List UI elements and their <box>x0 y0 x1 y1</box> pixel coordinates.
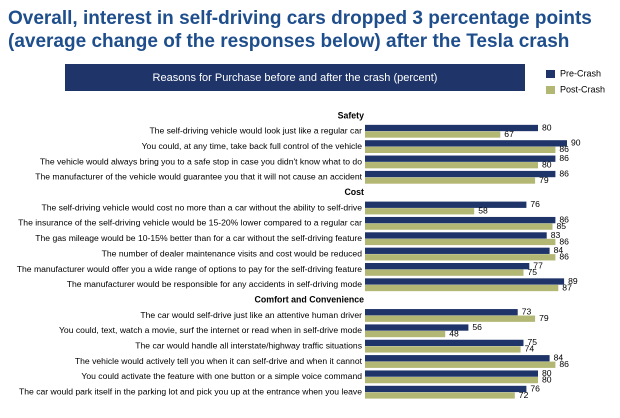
bar <box>365 124 538 132</box>
bar <box>365 131 501 138</box>
bar <box>365 346 521 353</box>
value-label: 72 <box>519 390 529 400</box>
bar <box>365 284 559 292</box>
category-label: The number of dealer maintenance visits … <box>102 248 363 258</box>
value-label: 80 <box>542 368 552 378</box>
value-label: 75 <box>528 267 538 277</box>
value-label: 76 <box>530 383 540 393</box>
legend-swatch <box>546 86 555 94</box>
value-label: 86 <box>559 214 569 224</box>
bar <box>365 324 469 331</box>
value-label: 89 <box>568 276 578 286</box>
bar <box>365 170 556 178</box>
legend-swatch <box>546 70 555 78</box>
value-label: 86 <box>559 168 569 178</box>
bar <box>365 355 550 362</box>
bar <box>365 177 536 184</box>
bar <box>365 361 556 368</box>
bar <box>365 146 556 153</box>
category-label: The insurance of the self-driving vehicl… <box>18 218 362 228</box>
category-label: The self-driving vehicle would cost no m… <box>41 202 362 212</box>
bar <box>365 315 536 322</box>
value-label: 86 <box>559 236 569 246</box>
category-label: You could activate the feature with one … <box>81 371 362 381</box>
value-label: 86 <box>559 252 569 262</box>
bar <box>365 263 530 270</box>
section-label: Comfort and Convenience <box>255 295 365 305</box>
bar <box>365 162 538 169</box>
value-label: 75 <box>528 337 538 347</box>
value-label: 86 <box>559 153 569 163</box>
category-label: The manufacturer would be responsible fo… <box>67 279 362 289</box>
bar <box>365 330 446 338</box>
section-label: Cost <box>344 187 364 197</box>
category-label: The car would park itself in the parking… <box>19 387 362 397</box>
value-label: 83 <box>551 230 561 240</box>
category-label: The car would handle all interstate/high… <box>135 341 362 351</box>
header-text: Reasons for Purchase before and after th… <box>153 72 438 84</box>
value-label: 76 <box>530 199 540 209</box>
value-label: 77 <box>533 260 543 270</box>
bar <box>365 201 527 208</box>
value-label: 73 <box>522 307 532 317</box>
category-label: The manufacturer of the vehicle would gu… <box>35 172 362 182</box>
bar <box>365 376 538 384</box>
value-label: 79 <box>539 313 549 323</box>
category-label: The gas mileage would be 10-15% better t… <box>35 233 362 243</box>
bar <box>365 208 475 215</box>
value-label: 84 <box>554 353 564 363</box>
category-label: The manufacturer would offer you a wide … <box>17 264 362 274</box>
category-label: You could, at any time, take back full c… <box>142 141 363 151</box>
bar <box>365 392 515 399</box>
header-box <box>65 64 525 91</box>
legend-label: Pre-Crash <box>560 68 601 78</box>
category-label: The vehicle would always bring you to a … <box>40 156 362 166</box>
bar <box>365 385 527 393</box>
bar <box>365 216 556 224</box>
value-label: 80 <box>542 122 552 132</box>
value-label: 86 <box>559 359 569 369</box>
value-label: 85 <box>557 221 567 231</box>
category-label: The vehicle would actively tell you when… <box>75 356 363 366</box>
value-label: 74 <box>525 344 535 354</box>
bar <box>365 155 556 162</box>
section-label: Safety <box>338 110 365 120</box>
value-label: 80 <box>542 374 552 384</box>
bar <box>365 278 565 285</box>
category-label: The self-driving vehicle would look just… <box>149 126 362 136</box>
value-label: 87 <box>562 282 572 292</box>
bar <box>365 140 567 147</box>
bar <box>365 339 524 347</box>
chart-title: Overall, interest in self-driving cars d… <box>8 8 592 29</box>
value-label: 90 <box>571 138 581 148</box>
bar <box>365 247 550 254</box>
bar <box>365 232 547 239</box>
bar <box>365 309 518 316</box>
value-label: 84 <box>554 245 564 255</box>
value-label: 67 <box>504 129 514 139</box>
chart-subtitle: (average change of the responses below) … <box>8 31 569 52</box>
bar <box>365 238 556 246</box>
bar <box>365 370 538 377</box>
value-label: 86 <box>559 144 569 154</box>
legend-label: Post-Crash <box>560 84 605 94</box>
bar <box>365 254 556 261</box>
value-label: 58 <box>478 206 488 216</box>
value-label: 56 <box>472 322 482 332</box>
bar <box>365 223 553 230</box>
value-label: 79 <box>539 175 549 185</box>
value-label: 80 <box>542 160 552 170</box>
category-label: The car would self-drive just like an at… <box>140 310 362 320</box>
bar <box>365 269 524 276</box>
value-label: 48 <box>449 328 459 338</box>
category-label: You could, text, watch a movie, surf the… <box>59 325 362 335</box>
